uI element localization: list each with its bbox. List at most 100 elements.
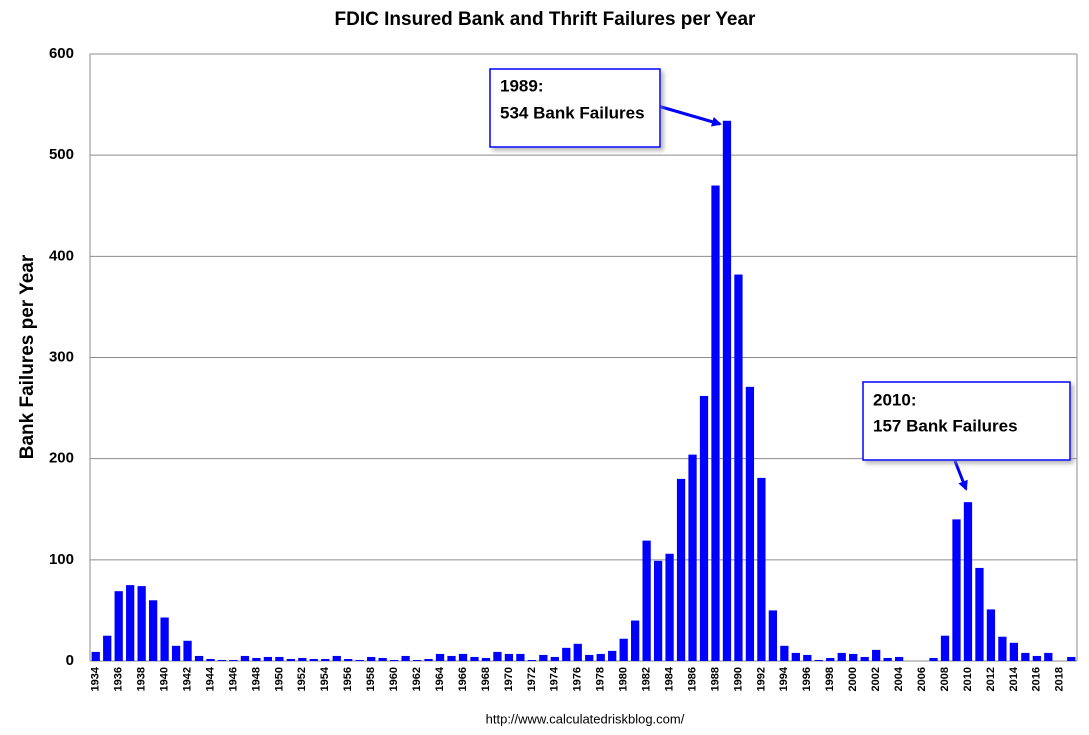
bar <box>653 560 663 661</box>
bar <box>539 654 548 661</box>
x-tick-label: 1960 <box>388 667 400 691</box>
bar <box>986 609 996 661</box>
x-tick-label: 1946 <box>227 667 239 691</box>
bar <box>229 659 238 661</box>
bar <box>344 658 353 661</box>
x-tick-label: 1940 <box>159 667 171 691</box>
bar <box>585 654 594 661</box>
x-tick-label: 2012 <box>985 667 997 691</box>
x-tick-label: 1948 <box>250 667 262 691</box>
x-tick-label: 2010 <box>962 667 974 691</box>
source: http://www.calculatedriskblog.com/ <box>486 711 685 726</box>
bar <box>321 658 330 661</box>
x-tick-label: 1988 <box>709 667 721 691</box>
bar <box>424 658 433 661</box>
bar <box>412 659 422 661</box>
x-tick-label: 1978 <box>595 667 607 691</box>
bar <box>757 477 766 661</box>
x-tick-label: 2014 <box>1008 666 1020 691</box>
x-tick-label: 1996 <box>801 667 813 691</box>
x-tick-label: 1998 <box>824 667 836 691</box>
bar <box>126 585 135 661</box>
bar <box>390 659 399 661</box>
x-tick-label: 1954 <box>319 666 331 691</box>
annotation-arrow <box>657 104 722 127</box>
bar <box>194 655 204 661</box>
x-tick-label: 1970 <box>503 667 515 691</box>
x-tick-label: 2008 <box>939 667 951 691</box>
bar <box>562 647 571 661</box>
bar <box>688 454 697 661</box>
bar <box>1044 652 1053 661</box>
bar <box>435 653 445 661</box>
bar <box>826 657 835 661</box>
bar <box>240 655 250 661</box>
bar <box>872 649 881 661</box>
bar <box>309 658 318 661</box>
bar <box>516 653 525 661</box>
bar <box>711 185 720 661</box>
x-tick-label: 1984 <box>663 666 675 691</box>
x-tick-label: 1936 <box>113 667 125 691</box>
x-tick-label: 1944 <box>204 666 216 691</box>
bar <box>631 620 640 661</box>
bar <box>791 652 800 661</box>
bar <box>699 395 709 661</box>
bar <box>332 655 341 661</box>
bar <box>1067 656 1076 661</box>
bar <box>206 658 215 661</box>
bar <box>137 586 146 661</box>
x-tick-label: 1962 <box>411 667 423 691</box>
x-tick-label: 1994 <box>778 666 790 691</box>
bar <box>1032 655 1041 661</box>
x-tick-label: 1958 <box>365 667 377 691</box>
x-tick-label: 1934 <box>90 666 102 691</box>
x-tick-label: 1974 <box>549 666 561 691</box>
bar <box>975 567 984 661</box>
annotation-box <box>489 68 661 148</box>
bar <box>378 657 387 661</box>
bar <box>458 653 468 661</box>
annotation-text: 157 Bank Failures <box>873 416 1018 435</box>
bar <box>1009 642 1019 661</box>
annotation-text: 534 Bank Failures <box>500 103 645 122</box>
bar <box>780 645 789 661</box>
x-tick-label: 1950 <box>273 667 285 691</box>
y-tick-label: 600 <box>49 45 74 62</box>
x-tick-label: 1966 <box>457 667 469 691</box>
bar <box>148 600 158 661</box>
bar <box>642 540 651 661</box>
y-tick-label: 400 <box>49 247 74 264</box>
annotation-title: 1989: <box>500 76 543 95</box>
y-tick-label: 100 <box>49 551 74 568</box>
x-tick-label: 1952 <box>296 667 308 691</box>
bar <box>298 657 307 661</box>
y-tick-label: 500 <box>49 146 74 163</box>
bar <box>286 658 295 661</box>
bar <box>183 640 192 661</box>
bar <box>940 635 950 661</box>
bar <box>768 610 777 661</box>
bar <box>527 659 536 661</box>
annotation-box <box>862 381 1071 461</box>
y-tick-label: 200 <box>49 450 74 467</box>
bar <box>355 659 364 661</box>
bar <box>619 638 628 661</box>
bar <box>676 478 686 661</box>
bar <box>573 643 582 661</box>
x-tick-label: 1980 <box>618 667 630 691</box>
x-tick-label: 2004 <box>893 666 905 691</box>
bar <box>998 636 1007 661</box>
x-tick-label: 1938 <box>136 667 148 691</box>
annotation-arrow <box>953 460 968 491</box>
y-axis-label: Bank Failures per Year <box>17 254 38 459</box>
x-tick-label: 2000 <box>847 667 859 691</box>
bar <box>447 655 456 661</box>
bar <box>952 519 961 661</box>
bar <box>849 653 858 661</box>
x-tick-label: 2002 <box>870 667 882 691</box>
bar <box>481 657 491 661</box>
bar <box>103 635 112 661</box>
x-tick-label: 1992 <box>755 667 767 691</box>
bar <box>596 653 605 661</box>
